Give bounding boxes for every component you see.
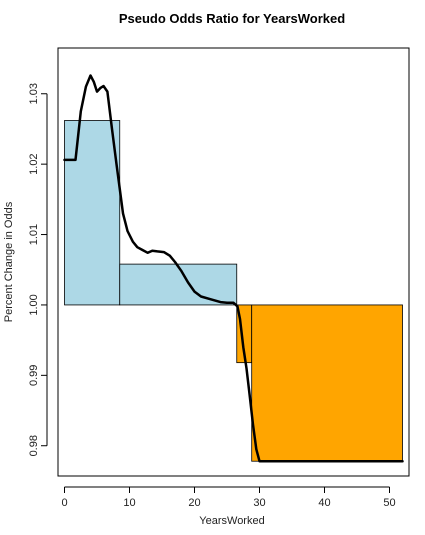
x-tick-label-2: 20 [188,497,200,509]
x-axis-label: YearsWorked [199,515,264,527]
odds-ratio-line [63,74,404,463]
plot-frame [57,47,410,477]
bar-1 [119,263,238,306]
y-tick-label-3: 1.01 [28,224,40,245]
y-tick-label-5: 1.03 [28,83,40,104]
x-tick-label-3: 30 [253,497,265,509]
y-axis-label: Percent Change in Odds [3,201,15,322]
y-tick-label-4: 1.02 [28,153,40,174]
bar-0 [64,120,121,306]
x-tick-label-0: 0 [61,497,67,509]
bars-layer [64,120,403,462]
x-axis: 0 10 20 30 40 50 [61,486,396,509]
bar-3 [251,304,403,462]
line-layer [63,74,404,463]
x-tick-label-5: 50 [383,497,395,509]
x-tick-label-1: 10 [123,497,135,509]
y-tick-label-2: 1.00 [28,294,40,315]
x-tick-label-4: 40 [318,497,330,509]
y-axis: 0.98 0.99 1.00 1.01 1.02 1.03 [28,83,48,456]
y-tick-label-0: 0.98 [28,435,40,456]
y-tick-label-1: 0.99 [28,365,40,386]
chart-title: Pseudo Odds Ratio for YearsWorked [119,11,345,26]
